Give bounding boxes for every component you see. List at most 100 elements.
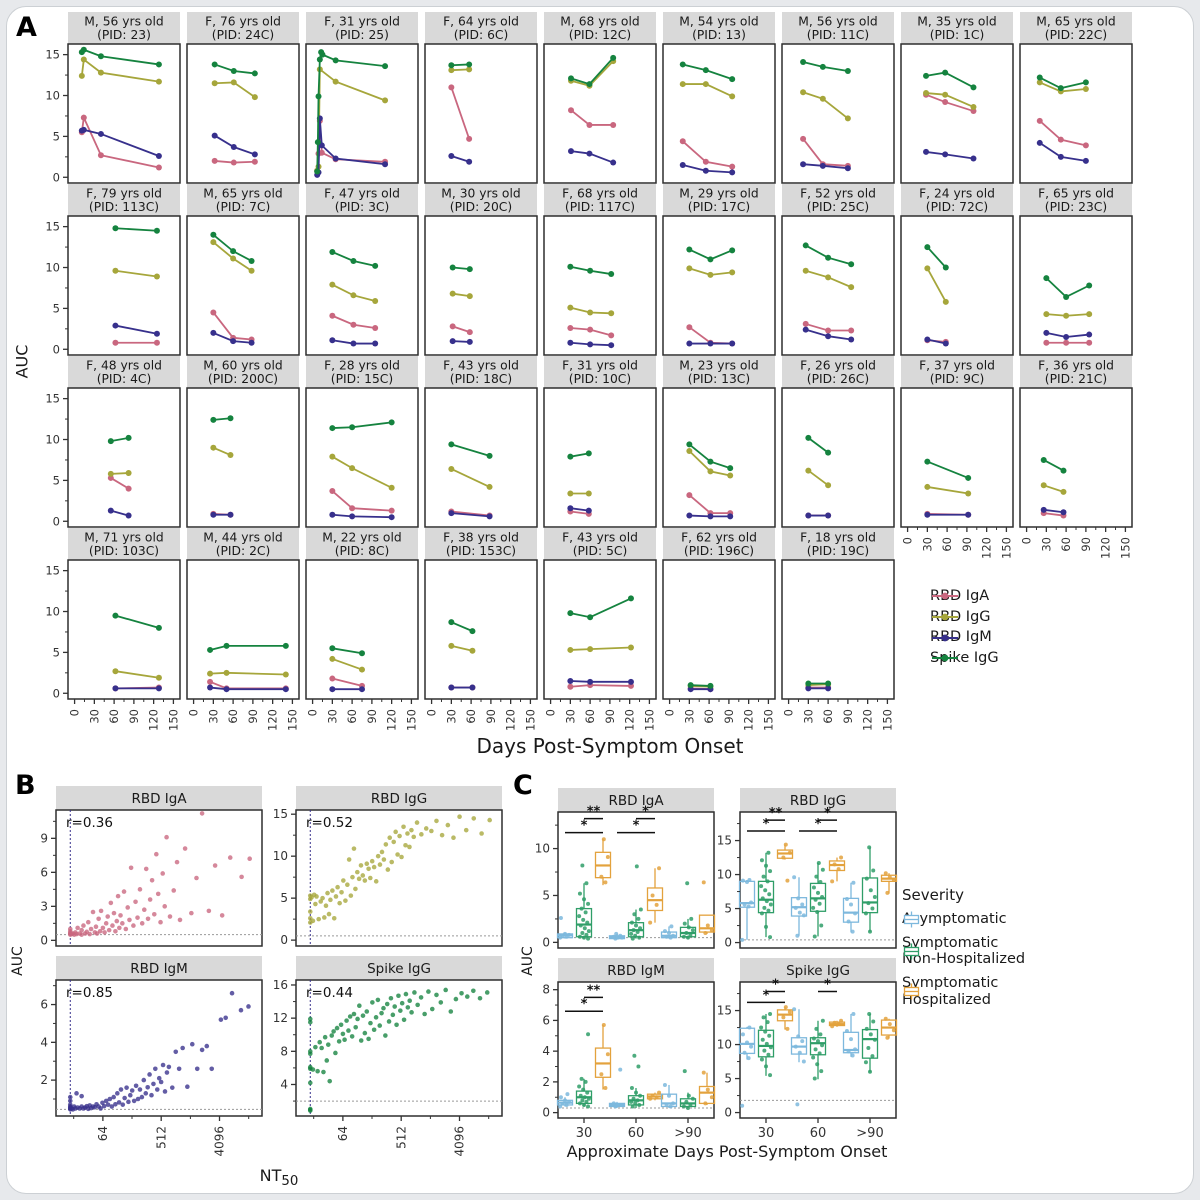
facet-PID25: F, 31 yrs old(PID: 25) — [305, 12, 419, 184]
svg-text:F, 48 yrs old: F, 48 yrs old — [86, 359, 162, 373]
svg-text:30: 30 — [1039, 537, 1053, 552]
svg-text:(PID: 103C): (PID: 103C) — [89, 544, 159, 558]
facet-strip — [187, 12, 299, 44]
facet-PID8C: M, 22 yrs old(PID: 8C) 0 30 60 90 120 150 — [305, 528, 419, 731]
facet-strip — [663, 12, 775, 44]
svg-text:Spike IgG: Spike IgG — [786, 963, 850, 979]
series-line-spike — [807, 437, 829, 454]
svg-text:60: 60 — [628, 1126, 645, 1141]
svg-text:M, 30 yrs old: M, 30 yrs old — [441, 187, 520, 201]
facet-strip — [425, 184, 537, 216]
series-line-iga — [110, 477, 130, 490]
series-line-spike — [451, 443, 490, 457]
svg-text:10: 10 — [45, 261, 60, 275]
box-asymp — [842, 897, 860, 923]
svg-text:90: 90 — [127, 709, 141, 724]
facet-strip — [306, 184, 418, 216]
asymp-boxplot-icon — [903, 911, 920, 928]
svg-text:30: 30 — [563, 709, 577, 724]
facet-panel — [186, 387, 300, 528]
facet-strip — [425, 12, 537, 44]
series-line-igm — [570, 680, 631, 683]
facet-strip — [782, 356, 894, 388]
svg-text:F, 43 yrs old: F, 43 yrs old — [443, 359, 519, 373]
facet-panel — [781, 43, 895, 184]
svg-text:6: 6 — [40, 865, 48, 879]
facet-panel — [295, 979, 503, 1117]
facet-panel — [662, 215, 776, 356]
panel-b-y-axis-title: AUC — [10, 946, 26, 976]
facet-strip — [663, 356, 775, 388]
facet-PID18C: F, 43 yrs old(PID: 18C) — [424, 356, 538, 528]
svg-text:90: 90 — [603, 709, 617, 724]
svg-text:5: 5 — [542, 888, 550, 902]
svg-text:M, 71 yrs old: M, 71 yrs old — [84, 531, 163, 545]
svg-text:16: 16 — [273, 978, 288, 992]
legend-item-nonhosp: Symptomatic Non-Hospitalized — [902, 935, 1132, 968]
svg-text:10: 10 — [535, 842, 550, 856]
facet-PID72C: F, 24 yrs old(PID: 72C) — [900, 184, 1014, 356]
series-line-igg — [115, 269, 158, 278]
svg-text:F, 64 yrs old: F, 64 yrs old — [443, 15, 519, 29]
box-nonhosp — [861, 877, 879, 914]
legend-item-iga: RBD IgA — [930, 588, 999, 605]
svg-text:10: 10 — [45, 605, 60, 619]
series-line-iga — [570, 510, 589, 515]
facet-PID15C: F, 28 yrs old(PID: 15C) — [305, 356, 419, 528]
svg-text:M, 35 yrs old: M, 35 yrs old — [917, 15, 996, 29]
svg-text:F, 24 yrs old: F, 24 yrs old — [919, 187, 995, 201]
svg-text:5: 5 — [280, 891, 288, 905]
svg-text:(PID: 18C): (PID: 18C) — [450, 372, 512, 386]
svg-text:(PID: 11C): (PID: 11C) — [807, 28, 869, 42]
panel-a-y-axis-title: AUC — [12, 344, 32, 379]
svg-text:30: 30 — [758, 1126, 775, 1141]
series-line-igm — [451, 155, 470, 163]
svg-text:10: 10 — [45, 433, 60, 447]
facet-strip — [782, 528, 894, 560]
svg-text:M, 44 yrs old: M, 44 yrs old — [203, 531, 282, 545]
facet-panel — [900, 215, 1014, 356]
facet-PID2C: M, 44 yrs old(PID: 2C) 0 30 60 90 120 150 — [186, 528, 300, 731]
svg-text:30: 30 — [325, 709, 339, 724]
series-line-igg — [807, 469, 829, 487]
svg-text:(PID: 12C): (PID: 12C) — [569, 28, 631, 42]
svg-text:120: 120 — [147, 709, 161, 731]
series-line-spike — [926, 246, 947, 269]
legend-item-spike: Spike IgG — [930, 650, 999, 667]
nonhosp-boxplot-icon — [903, 943, 920, 960]
svg-text:F, 76 yrs old: F, 76 yrs old — [205, 15, 281, 29]
svg-text:120: 120 — [385, 709, 399, 731]
facet-panel — [186, 215, 300, 356]
svg-text:0: 0 — [280, 933, 288, 947]
svg-text:60: 60 — [107, 709, 121, 724]
svg-text:RBD IgA: RBD IgA — [131, 791, 187, 807]
svg-text:0: 0 — [542, 935, 550, 949]
svg-text:>90: >90 — [856, 1126, 883, 1141]
sig-stars: ** — [587, 805, 601, 820]
svg-text:F, 28 yrs old: F, 28 yrs old — [324, 359, 400, 373]
svg-text:F, 62 yrs old: F, 62 yrs old — [681, 531, 757, 545]
svg-text:(PID: 23C): (PID: 23C) — [1045, 200, 1107, 214]
svg-text:90: 90 — [246, 709, 260, 724]
svg-text:M, 23 yrs old: M, 23 yrs old — [679, 359, 758, 373]
svg-text:(PID: 13C): (PID: 13C) — [688, 372, 750, 386]
facet-strip — [425, 356, 537, 388]
facet-PID4C: F, 48 yrs old(PID: 4C) 15 10 5 0 — [45, 356, 181, 528]
facet-PID13: M, 54 yrs old(PID: 13) — [662, 12, 776, 184]
svg-text:9: 9 — [40, 831, 48, 845]
facet-PID17C: M, 29 yrs old(PID: 17C) — [662, 184, 776, 356]
igg-line-icon — [932, 613, 958, 621]
panel-a-legend: RBD IgA RBD IgG RBD IgM Spike IgG — [930, 584, 999, 671]
svg-text:(PID: 21C): (PID: 21C) — [1045, 372, 1107, 386]
legend-item-asymp: Asymptomatic — [902, 911, 1132, 928]
facet-strip — [187, 356, 299, 388]
svg-text:150: 150 — [404, 709, 418, 731]
svg-text:0: 0 — [662, 709, 676, 716]
svg-text:60: 60 — [464, 709, 478, 724]
svg-text:150: 150 — [523, 709, 537, 731]
svg-text:0: 0 — [781, 709, 795, 716]
svg-text:RBD IgG: RBD IgG — [371, 791, 427, 807]
svg-text:0: 0 — [53, 342, 60, 356]
svg-text:30: 30 — [206, 709, 220, 724]
